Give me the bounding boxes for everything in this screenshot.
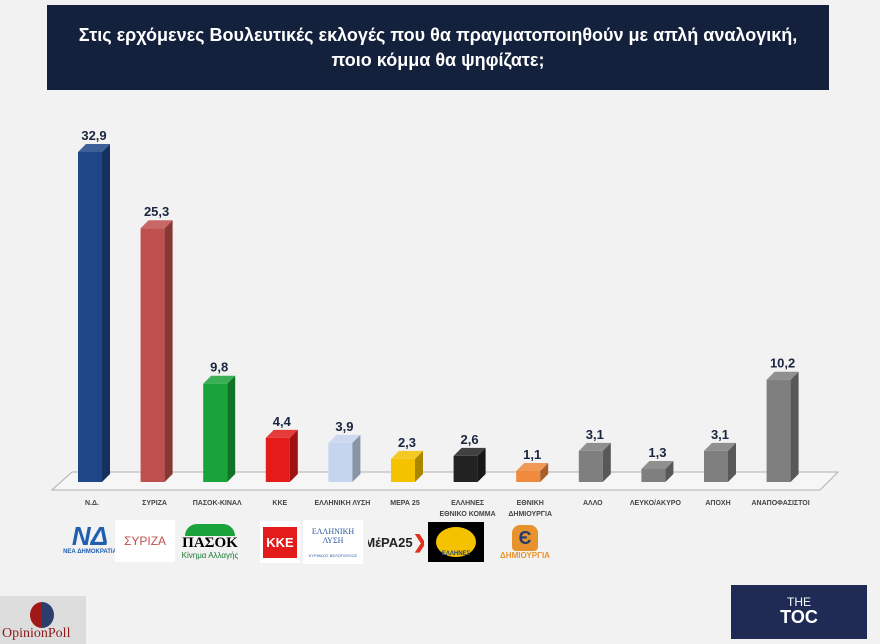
data-label: 32,9 bbox=[81, 128, 106, 143]
category-label: ΕΛΛΗΝΕΣ bbox=[451, 500, 484, 507]
ellisi-text: ΚΥΡΙΑΚΟΣ ΒΕΛΟΠΟΥΛΟΣ bbox=[308, 552, 358, 558]
category-label: ΑΠΟΧΗ bbox=[705, 500, 730, 507]
bar bbox=[265, 437, 290, 482]
bar-side bbox=[790, 371, 799, 482]
category-label: ΠΑΣΟΚ-ΚΙΝΑΛ bbox=[193, 500, 242, 507]
bar bbox=[578, 450, 603, 482]
bar-top bbox=[391, 450, 423, 459]
dimiourgia-logo: Є ΔΗΜΙΟΥΡΓΙΑ bbox=[495, 520, 555, 564]
data-label: 10,2 bbox=[770, 356, 795, 371]
category-label: ΕΛΛΗΝΙΚΗ ΛΥΣΗ bbox=[314, 500, 370, 507]
bar bbox=[140, 228, 165, 482]
data-label: 25,3 bbox=[144, 204, 169, 219]
bar-side bbox=[227, 375, 236, 482]
bar-side bbox=[102, 144, 110, 482]
chart-title: Στις ερχόμενες Βουλευτικές εκλογές που θ… bbox=[47, 5, 829, 90]
dimiourgia-mark: Є bbox=[512, 524, 538, 551]
bar-top bbox=[453, 447, 486, 456]
toc-line1: THE bbox=[787, 595, 811, 609]
pasok-mark: ΠΑΣΟΚ bbox=[182, 535, 238, 551]
category-label: ΣΥΡΙΖΑ bbox=[142, 500, 167, 507]
dimiourgia-text: ΔΗΜΙΟΥΡΓΙΑ bbox=[500, 550, 550, 560]
bar-side bbox=[415, 450, 423, 482]
bar-side bbox=[289, 429, 298, 482]
data-label: 4,4 bbox=[273, 414, 292, 429]
bar-top bbox=[641, 460, 674, 469]
bar bbox=[203, 383, 228, 482]
bar-side bbox=[164, 220, 173, 482]
bar bbox=[641, 468, 666, 482]
toc-line2: TOC bbox=[780, 607, 818, 627]
mera25-logo: ΜέΡΑ25❯ bbox=[368, 522, 424, 562]
bar-top bbox=[704, 442, 736, 451]
nd-text: ΝΕΑ ΔΗΜΟΚΡΑΤΙΑ bbox=[63, 549, 117, 555]
bar-side bbox=[540, 462, 549, 482]
category-label: ΕΘΝΙΚΗ bbox=[517, 500, 544, 507]
category-label: ΛΕΥΚΟ/ΑΚΥΡΟ bbox=[630, 500, 682, 507]
bar-side bbox=[728, 442, 736, 482]
bar-side bbox=[602, 442, 611, 482]
category-label: ΑΛΛΟ bbox=[583, 500, 603, 507]
bar bbox=[328, 442, 353, 482]
thetoc-logo: THE TOC bbox=[731, 585, 867, 639]
title-line: Στις ερχόμενες Βουλευτικές εκλογές που θ… bbox=[78, 24, 798, 45]
bar-side bbox=[477, 447, 486, 482]
data-label: 3,9 bbox=[335, 419, 353, 434]
data-label: 3,1 bbox=[586, 427, 604, 442]
opinionpoll-logo: OpinionPoll bbox=[0, 596, 86, 644]
kke-logo: ΚΚΕ bbox=[260, 521, 300, 563]
opinionpoll-text: OpinionPoll bbox=[2, 626, 71, 641]
syriza-logo: ΣΥΡΙΖΑ bbox=[115, 520, 175, 562]
category-label: Ν.Δ. bbox=[85, 500, 99, 507]
nd-logo: ΝΔ ΝΕΑ ΔΗΜΟΚΡΑΤΙΑ bbox=[55, 518, 125, 560]
data-label: 2,6 bbox=[461, 432, 479, 447]
bar-side bbox=[665, 460, 674, 482]
data-label: 1,1 bbox=[523, 447, 541, 462]
bar-top bbox=[78, 144, 110, 152]
data-label: 2,3 bbox=[398, 435, 416, 450]
bar bbox=[78, 152, 102, 482]
mera25-mark: ΜέΡΑ25 bbox=[368, 534, 413, 550]
kke-mark: ΚΚΕ bbox=[263, 526, 297, 558]
bar bbox=[516, 470, 541, 482]
category-label: ΕΘΝΙΚΟ ΚΟΜΜΑ bbox=[440, 511, 496, 518]
bar-chart: 32,9 Ν.Δ. 25,3 ΣΥΡΙΖΑ 9,8 ΠΑΣΟΚ-ΚΙΝΑΛ 4,4 ΚΚΕ 3,… bbox=[50, 128, 840, 518]
category-label: ΔΗΜΙΟΥΡΓΙΑ bbox=[508, 511, 552, 518]
bar-top bbox=[140, 220, 173, 229]
bar-side bbox=[352, 434, 361, 482]
category-label: ΜΕΡΑ 25 bbox=[390, 500, 420, 507]
ellines-mark: ΕΛΛΗΝΕΣ bbox=[436, 527, 476, 557]
bar-top bbox=[766, 371, 799, 380]
title-line: ποιο κόμμα θα ψηφίζατε; bbox=[331, 49, 545, 70]
bar bbox=[453, 455, 478, 482]
pasok-text: Κίνημα Αλλαγής bbox=[181, 551, 239, 560]
bar bbox=[704, 450, 728, 482]
bar-top bbox=[265, 429, 298, 438]
bar bbox=[766, 379, 791, 482]
bar bbox=[391, 458, 415, 482]
ellines-logo: ΕΛΛΗΝΕΣ bbox=[428, 522, 484, 562]
bar-top bbox=[203, 375, 236, 384]
category-label: ΚΚΕ bbox=[272, 500, 287, 507]
ellisi-mark: ΕΛΛΗΝΙΚΗ ΛΥΣΗ bbox=[311, 526, 355, 545]
bar-top bbox=[578, 442, 611, 451]
pasok-logo: ΠΑΣΟΚ Κίνημα Αλλαγής bbox=[176, 520, 244, 564]
bar-top bbox=[516, 462, 549, 471]
elliniki-lysi-logo: ΕΛΛΗΝΙΚΗ ΛΥΣΗ ΚΥΡΙΑΚΟΣ ΒΕΛΟΠΟΥΛΟΣ bbox=[303, 520, 363, 564]
nd-mark: ΝΔ bbox=[71, 521, 109, 551]
data-label: 1,3 bbox=[648, 445, 666, 460]
bar-top bbox=[328, 434, 361, 443]
category-label: ΑΝΑΠΟΦΑΣΙΣΤΟΙ bbox=[752, 500, 810, 507]
data-label: 3,1 bbox=[711, 427, 729, 442]
data-label: 9,8 bbox=[210, 360, 228, 375]
